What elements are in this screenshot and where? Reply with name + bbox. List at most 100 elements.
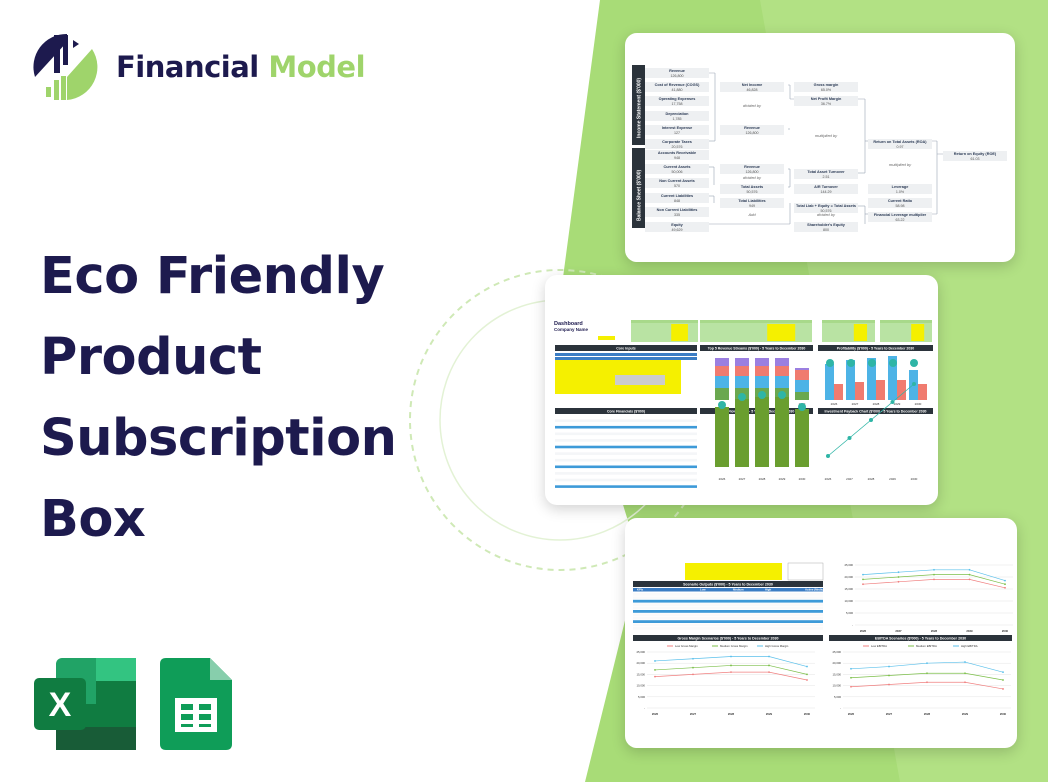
y-tick-label: 20,000 (832, 661, 841, 665)
revenue-bar (846, 360, 855, 400)
ratio-node-value: 65.0% (821, 88, 832, 92)
revenue-bar (867, 358, 876, 400)
scenario-screenshot: Scenario Outputs ($'000) - 5 Years to De… (625, 518, 1017, 748)
operator-label: divided by (743, 103, 762, 108)
series-point (850, 667, 852, 670)
ratio-node-label: Interest Expense (662, 126, 692, 130)
revenue-bar (888, 356, 897, 400)
section-title: Core Financials ($'000) (607, 409, 645, 413)
input-cells (767, 324, 796, 341)
input-cells (853, 324, 868, 341)
title-line-4: Box (40, 490, 146, 549)
financials-row (555, 422, 697, 426)
series-point (768, 664, 770, 667)
ratio-node-box (720, 198, 784, 208)
dashboard-title: Dashboard (554, 321, 583, 327)
margin-marker (889, 359, 897, 367)
revenue-stack-bar (775, 366, 789, 376)
ratio-node-label: Total Asset Turnover (807, 170, 845, 174)
app-icons: X (34, 658, 232, 750)
ratio-node-label: Net Profit Margin (811, 97, 842, 101)
revenue-stack-bar (795, 392, 809, 400)
ratio-node-label: Net Income (742, 83, 762, 87)
ratio-node-value: 20,576 (672, 145, 683, 149)
revenue-stack-bar (755, 376, 769, 388)
ratio-node-value: 0.97 (897, 145, 904, 149)
ratio-node-value: 126,800 (746, 131, 759, 135)
y-tick-label: 15,000 (832, 672, 841, 676)
financials-row (555, 482, 697, 485)
table-row (633, 596, 823, 600)
ratio-node-value: 127 (674, 131, 680, 135)
series-point (888, 683, 890, 686)
y-tick-label: 20,000 (636, 661, 645, 665)
cash-marker (798, 403, 806, 411)
x-tick-label: 2030 (804, 712, 811, 716)
y-tick-label: 25,000 (832, 650, 841, 654)
cash-marker (778, 391, 786, 399)
ratio-node-box (645, 111, 709, 121)
series-point (968, 573, 971, 576)
revenue-stack-bar (775, 358, 789, 366)
series-point (1004, 583, 1006, 586)
x-tick-label: 2027 (739, 477, 746, 481)
cash-flow-bar (735, 399, 749, 467)
financials-row (555, 449, 697, 452)
ratio-node-box (645, 193, 709, 203)
ratio-node-value: 17,758 (672, 102, 683, 106)
series-point (1002, 688, 1004, 690)
margin-marker (868, 359, 876, 367)
table-header-cell: Medium (733, 588, 744, 592)
core-inputs-bar (555, 357, 697, 360)
financials-row (555, 452, 697, 455)
ratio-node-box (645, 164, 709, 174)
logo-mark-icon (33, 33, 98, 100)
ratio-node-label: Operating Expenses (659, 97, 696, 101)
section-title: Investment Payback Chart ($'000) - 5 Yea… (825, 409, 927, 413)
ratio-node-label: Revenue (744, 126, 760, 130)
x-tick-label: 2026 (652, 712, 659, 716)
cash-flow-bar (715, 407, 729, 467)
series-point (897, 580, 900, 583)
legend-label: High Gross Margin (765, 644, 789, 648)
ratio-tree-screenshot: Income Statement ($'000) Balance Sheet ($… (625, 33, 1015, 262)
table-row (633, 599, 823, 603)
table-header-cell: KPIs (637, 588, 644, 592)
ratio-node-label: Current Assets (663, 165, 690, 169)
section-header (633, 581, 823, 587)
section-header (555, 345, 697, 351)
ratio-node-box (794, 222, 858, 232)
y-tick-label: 10,000 (832, 684, 841, 688)
ratio-node-value: 49,629 (672, 228, 683, 232)
series-point (806, 665, 808, 668)
ratio-node-value: 63.22 (896, 218, 905, 222)
ratio-node-value: 2.51 (823, 175, 830, 179)
input-table (700, 323, 812, 342)
ratio-node-value: 144.29 (821, 190, 832, 194)
series-point (850, 685, 852, 688)
section-header (700, 345, 813, 351)
ratio-node-box (645, 150, 709, 160)
x-tick-label: 2026 (848, 712, 855, 716)
ratio-node-box (645, 222, 709, 232)
scenario-selector (598, 336, 615, 340)
series-point (806, 673, 808, 676)
y-tick-label: 15,000 (636, 672, 645, 676)
revenue-stack-bar (715, 376, 729, 388)
financials-row (555, 442, 697, 445)
operator-label: multiplied by (889, 162, 912, 167)
ratio-node-box (720, 82, 784, 92)
table-header-row (633, 588, 823, 592)
section-title: Top 5 Revenue Streams ($'000) - 5 Years … (708, 346, 806, 350)
series-point (926, 662, 928, 665)
ratio-node-label: Return on Equity (ROE) (954, 152, 997, 156)
series-point (968, 568, 971, 571)
ratio-node-box (868, 184, 932, 194)
table-header-cell: High (765, 588, 772, 592)
ratio-node-value: 335 (674, 213, 680, 217)
financials-row (555, 432, 697, 436)
margin-marker (826, 359, 834, 367)
x-tick-label: 2030 (799, 477, 806, 481)
ratio-node-box (645, 178, 709, 188)
